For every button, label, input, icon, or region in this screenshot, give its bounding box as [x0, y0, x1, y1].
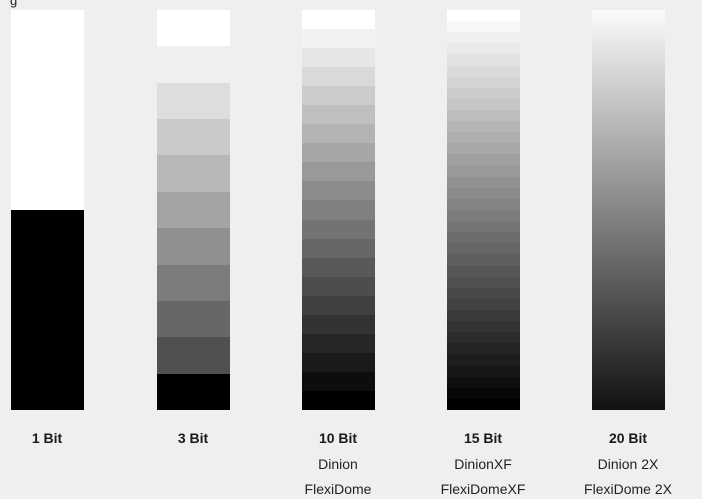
gray-step — [447, 165, 520, 177]
gray-step — [302, 105, 375, 125]
gray-step — [157, 191, 230, 229]
label-20bit-line1: Dinion 2X — [597, 456, 659, 472]
label-15bit-line2: FlexiDomeXF — [440, 481, 526, 497]
gray-step — [302, 238, 375, 258]
gray-step — [447, 76, 520, 88]
gray-step — [447, 298, 520, 310]
gray-step — [447, 287, 520, 299]
label-20bit: 20 Bit — [608, 430, 648, 446]
gray-step — [302, 257, 375, 277]
gray-step — [157, 82, 230, 120]
gray-step — [157, 46, 230, 83]
gray-step — [302, 352, 375, 372]
gray-step — [302, 371, 375, 391]
gray-step — [157, 373, 230, 410]
gray-step — [447, 321, 520, 333]
gray-step — [447, 98, 520, 110]
gray-step — [447, 398, 520, 410]
gray-step — [157, 119, 230, 156]
gray-step — [157, 10, 230, 47]
gray-step — [302, 48, 375, 68]
gray-step — [447, 221, 520, 233]
bar-1bit — [11, 10, 84, 410]
gray-step — [447, 387, 520, 399]
gray-step — [11, 10, 84, 210]
gray-step — [302, 162, 375, 182]
gray-step — [447, 232, 520, 244]
gray-step — [447, 376, 520, 388]
gray-step — [302, 67, 375, 87]
gray-step — [302, 10, 375, 30]
gray-step — [302, 181, 375, 201]
label-10bit: 10 Bit — [318, 430, 358, 446]
gray-step — [447, 10, 520, 22]
label-15bit-line1: DinionXF — [454, 456, 512, 472]
gray-step — [302, 219, 375, 239]
gray-step — [447, 176, 520, 188]
gray-step — [302, 276, 375, 296]
gray-step — [157, 264, 230, 301]
bar-20bit — [592, 10, 665, 410]
label-15bit: 15 Bit — [463, 430, 503, 446]
gray-step — [447, 254, 520, 266]
gray-step — [11, 210, 84, 410]
gray-step — [447, 65, 520, 77]
gray-step — [302, 143, 375, 163]
gray-step — [447, 121, 520, 133]
gray-step — [447, 243, 520, 255]
label-1bit: 1 Bit — [31, 430, 63, 446]
gray-step — [447, 54, 520, 66]
gray-step — [447, 143, 520, 155]
gray-step — [157, 337, 230, 374]
label-10bit-line2: FlexiDome — [304, 481, 372, 497]
gray-step — [302, 86, 375, 106]
gray-step — [447, 354, 520, 366]
gray-step — [157, 300, 230, 338]
gray-step — [302, 124, 375, 144]
gray-step — [302, 295, 375, 315]
gray-step — [447, 154, 520, 166]
label-3bit: 3 Bit — [177, 430, 209, 446]
gray-step — [447, 32, 520, 44]
gray-step — [302, 390, 375, 410]
gray-step — [447, 21, 520, 33]
bar-15bit — [447, 10, 520, 410]
gray-step — [157, 228, 230, 265]
gray-step — [447, 132, 520, 144]
bar-3bit — [157, 10, 230, 410]
gray-step — [447, 187, 520, 199]
label-10bit-line1: Dinion — [318, 456, 358, 472]
gray-step — [447, 343, 520, 355]
gray-step — [302, 314, 375, 334]
gray-step — [447, 198, 520, 210]
gray-step — [157, 155, 230, 192]
gray-step — [447, 43, 520, 55]
heading-fragment: g — [10, 0, 18, 8]
gray-step — [447, 309, 520, 322]
gray-step — [302, 29, 375, 49]
gray-step — [447, 276, 520, 288]
gray-step — [302, 333, 375, 353]
gray-step — [302, 200, 375, 220]
gray-step — [447, 332, 520, 344]
gray-step — [447, 209, 520, 222]
gray-step — [447, 365, 520, 377]
label-20bit-line2: FlexiDome 2X — [584, 481, 672, 497]
gray-step — [447, 87, 520, 99]
gray-step — [447, 109, 520, 122]
gray-step — [447, 265, 520, 277]
bar-10bit — [302, 10, 375, 410]
